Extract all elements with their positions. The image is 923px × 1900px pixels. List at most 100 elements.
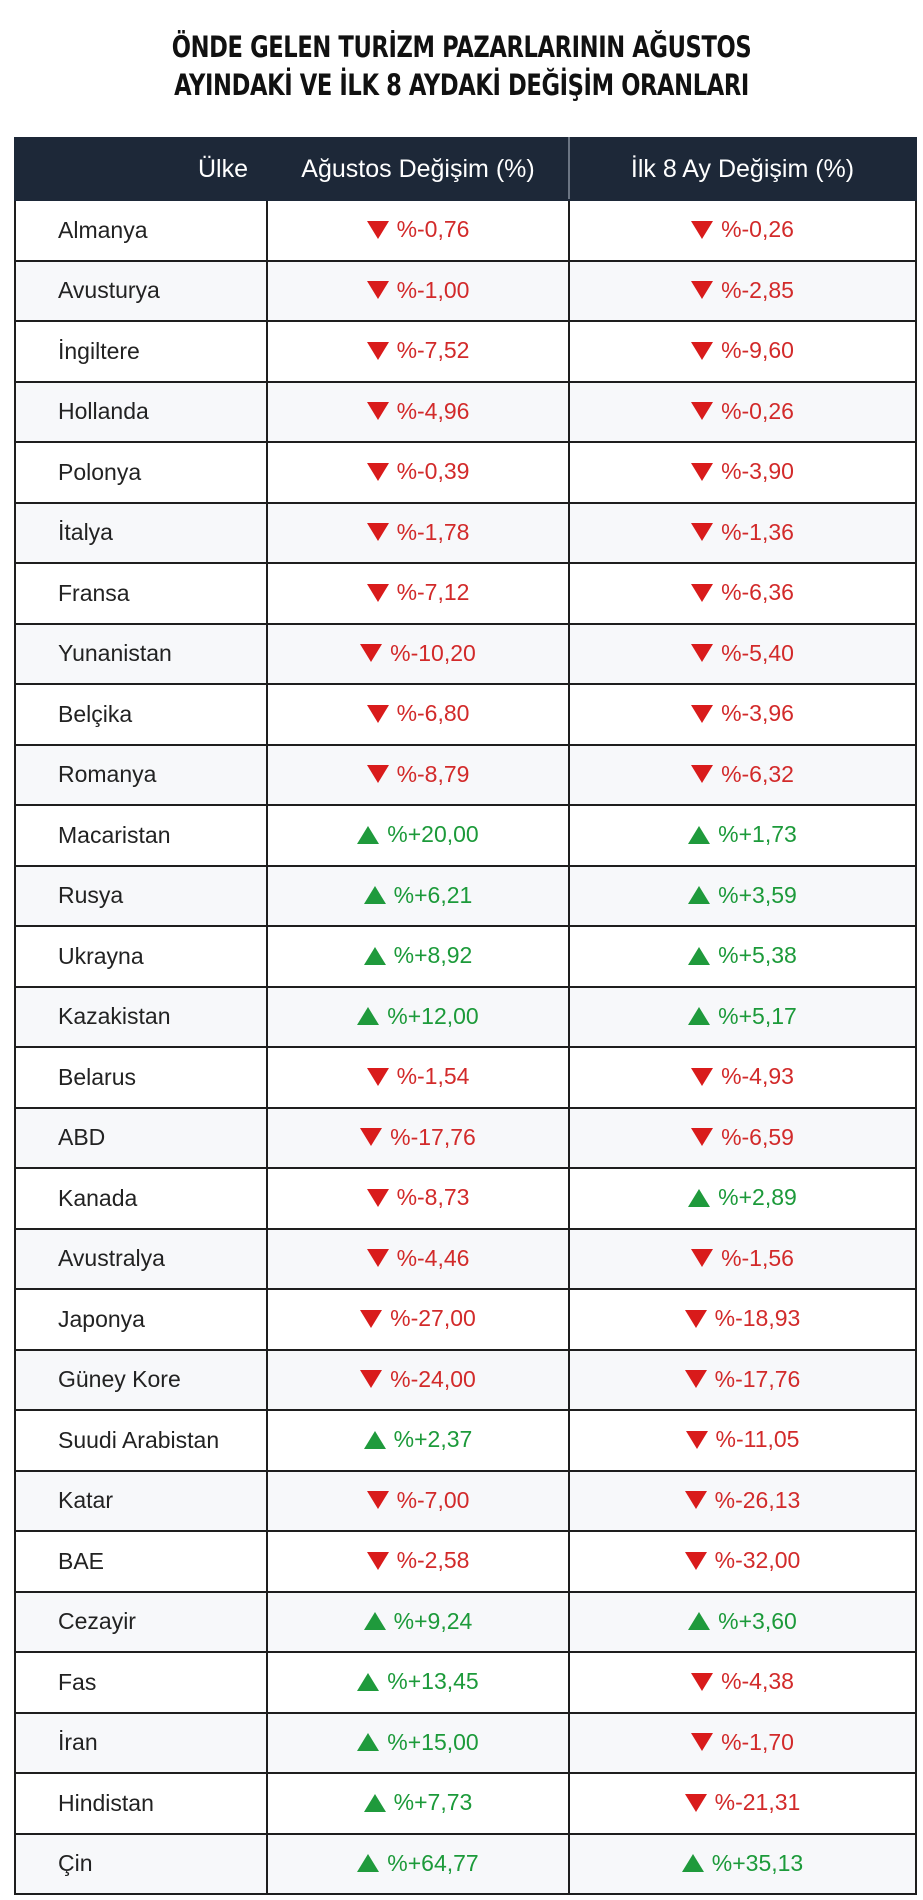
change-value-text: %+8,92 — [393, 942, 473, 968]
table-row: Kanada %-8,73 %+2,89 — [14, 1167, 917, 1230]
ytd-change-cell: %-5,40 — [568, 622, 917, 685]
ytd-change-cell: %-18,93 — [568, 1288, 917, 1351]
change-value: %-4,38 — [691, 1668, 794, 1695]
august-change-cell: %-1,54 — [266, 1046, 570, 1109]
change-value-text: %-0,76 — [396, 216, 470, 242]
ytd-change-cell: %-6,36 — [568, 562, 917, 625]
change-value: %-9,60 — [691, 337, 794, 364]
change-value-text: %-6,32 — [721, 760, 794, 787]
country-cell: Hindistan — [14, 1772, 268, 1835]
country-cell: Japonya — [14, 1288, 268, 1351]
triangle-down-icon — [366, 523, 389, 541]
change-value: %-17,76 — [360, 1124, 476, 1151]
change-value: %+3,60 — [688, 1608, 797, 1635]
ytd-change-cell: %-11,05 — [568, 1409, 917, 1472]
column-header-august-change: Ağustos Değişim (%) — [266, 137, 570, 201]
triangle-down-icon — [366, 220, 389, 239]
change-value: %-2,85 — [691, 277, 794, 304]
triangle-down-icon — [691, 765, 714, 783]
change-value: %-27,00 — [360, 1305, 476, 1332]
country-cell: İngiltere — [14, 320, 268, 383]
triangle-up-icon — [363, 1793, 386, 1812]
change-value: %-5,40 — [691, 640, 794, 667]
table-row: Fransa %-7,12 %-6,36 — [14, 562, 917, 625]
august-change-cell: %-7,52 — [266, 320, 570, 383]
ytd-change-cell: %+2,89 — [568, 1167, 917, 1230]
ytd-change-cell: %-17,76 — [568, 1348, 917, 1411]
triangle-down-icon — [366, 1551, 389, 1570]
triangle-down-icon — [691, 1733, 714, 1751]
triangle-up-icon — [688, 1007, 711, 1025]
country-cell: Ukrayna — [14, 925, 268, 988]
triangle-down-icon — [691, 341, 714, 360]
country-cell: Avustralya — [14, 1227, 268, 1290]
change-value-text: %+13,45 — [387, 1668, 479, 1694]
change-value-text: %+5,38 — [718, 942, 797, 968]
country-cell: Suudi Arabistan — [14, 1409, 268, 1472]
table-body: Almanya %-0,76 %-0,26 Avusturya %-1,00 %-2,85… — [14, 199, 917, 1895]
change-rates-table: Ülke Ağustos Değişim (%) İlk 8 Ay Değişi… — [14, 137, 917, 1895]
august-change-cell: %-0,39 — [266, 441, 570, 504]
table-row: Katar %-7,00 %-26,13 — [14, 1469, 917, 1532]
change-value-text: %+3,60 — [718, 1607, 797, 1634]
change-value-text: %+1,73 — [718, 821, 797, 847]
change-value: %-0,26 — [691, 398, 794, 425]
triangle-down-icon — [691, 1672, 714, 1691]
triangle-down-icon — [691, 402, 714, 420]
triangle-up-icon — [688, 825, 711, 844]
change-value: %-6,36 — [691, 579, 794, 606]
triangle-up-icon — [363, 1612, 386, 1630]
change-value: %-7,12 — [366, 579, 469, 606]
august-change-cell: %+13,45 — [266, 1651, 570, 1714]
table-row: Kazakistan %+12,00 %+5,17 — [14, 985, 917, 1048]
change-value-text: %-0,39 — [396, 458, 470, 484]
country-cell: Romanya — [14, 743, 268, 806]
triangle-down-icon — [685, 1430, 708, 1449]
change-value-text: %+35,13 — [711, 1849, 804, 1876]
change-value: %-24,00 — [360, 1366, 476, 1393]
change-value-text: %-8,73 — [396, 1184, 470, 1210]
triangle-down-icon — [366, 765, 389, 783]
change-value-text: %-1,70 — [721, 1728, 794, 1755]
change-value: %-2,58 — [366, 1547, 469, 1574]
august-change-cell: %+6,21 — [266, 864, 570, 927]
change-value-text: %-5,40 — [721, 639, 794, 666]
triangle-down-icon — [691, 1128, 714, 1146]
change-value: %-4,96 — [366, 398, 469, 425]
change-value-text: %+2,37 — [393, 1426, 473, 1452]
august-change-cell: %-1,00 — [266, 259, 570, 322]
change-value-text: %+64,77 — [387, 1849, 479, 1876]
change-value-text: %-24,00 — [390, 1365, 476, 1392]
ytd-change-cell: %-3,90 — [568, 441, 917, 504]
country-cell: Kanada — [14, 1167, 268, 1230]
change-value: %+5,38 — [688, 942, 797, 969]
table-row: Çin %+64,77 %+35,13 — [14, 1832, 917, 1895]
country-cell: İtalya — [14, 501, 268, 564]
ytd-change-cell: %-0,26 — [568, 380, 917, 443]
change-value: %+2,37 — [363, 1426, 473, 1453]
change-value-text: %-0,26 — [721, 397, 794, 424]
change-value-text: %-18,93 — [714, 1305, 801, 1331]
change-value-text: %+7,73 — [393, 1789, 473, 1815]
ytd-change-cell: %-2,85 — [568, 259, 917, 322]
country-cell: Belarus — [14, 1046, 268, 1109]
change-value-text: %-17,76 — [714, 1365, 801, 1392]
change-value-text: %-26,13 — [714, 1486, 801, 1513]
ytd-change-cell: %-1,70 — [568, 1711, 917, 1774]
triangle-up-icon — [357, 1733, 380, 1751]
ytd-change-cell: %+5,38 — [568, 925, 917, 988]
change-value: %-1,54 — [366, 1063, 469, 1090]
triangle-down-icon — [366, 704, 389, 723]
august-change-cell: %+20,00 — [266, 804, 570, 867]
change-value-text: %-4,46 — [396, 1244, 470, 1271]
triangle-down-icon — [366, 1249, 389, 1267]
triangle-down-icon — [691, 1067, 714, 1086]
change-value: %-7,00 — [366, 1487, 469, 1514]
change-value: %+1,73 — [688, 821, 797, 848]
triangle-up-icon — [363, 946, 386, 965]
ytd-change-cell: %-1,36 — [568, 501, 917, 564]
triangle-down-icon — [366, 1188, 389, 1207]
change-value-text: %-32,00 — [714, 1547, 801, 1573]
change-value: %-3,96 — [691, 700, 794, 727]
country-cell: Çin — [14, 1832, 268, 1895]
